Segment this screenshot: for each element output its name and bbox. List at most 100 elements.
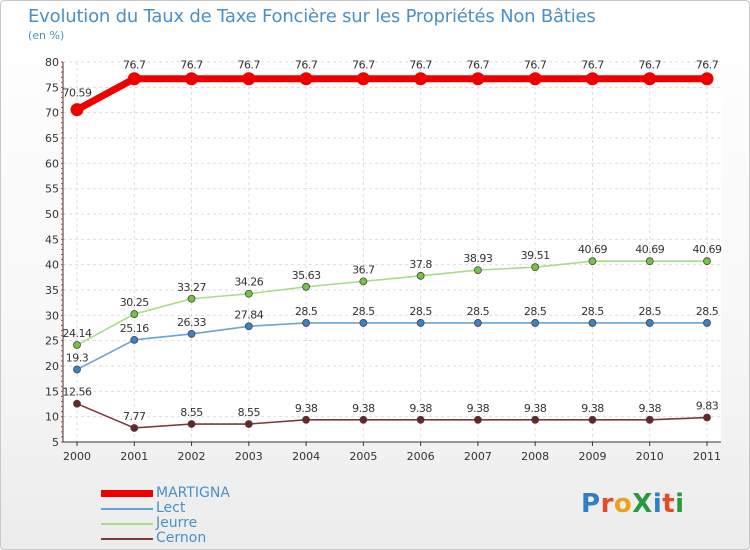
data-point	[130, 335, 139, 344]
legend-item: Cernon	[101, 531, 230, 546]
y-tick-label: 50	[45, 208, 59, 221]
data-label: 33.27	[177, 281, 206, 294]
data-point	[531, 415, 540, 424]
data-label: 76.7	[295, 59, 318, 72]
data-label: 28.5	[581, 305, 604, 318]
data-point	[299, 72, 313, 86]
data-point	[127, 72, 141, 86]
data-label: 9.38	[467, 402, 490, 415]
data-label: 8.55	[180, 406, 203, 419]
data-label: 12.56	[63, 386, 92, 399]
x-tick-label: 2009	[578, 450, 606, 463]
data-label: 28.5	[696, 305, 719, 318]
data-label: 25.16	[120, 322, 149, 335]
proxiti-logo: ProXiti	[581, 489, 685, 519]
data-point	[242, 72, 256, 86]
data-point	[244, 322, 253, 331]
data-label: 28.5	[638, 305, 661, 318]
data-point	[474, 319, 482, 327]
legend-label: MARTIGNA	[156, 485, 230, 501]
y-tick-label: 10	[45, 411, 59, 424]
data-label: 28.5	[295, 305, 318, 318]
data-point	[643, 72, 657, 86]
y-tick-label: 60	[45, 157, 59, 170]
data-label: 28.5	[524, 305, 547, 318]
y-tick-label: 20	[45, 360, 59, 373]
data-label: 9.38	[581, 402, 604, 415]
legend-label: Jeurre	[156, 515, 198, 531]
data-point	[73, 365, 81, 374]
data-label: 40.69	[578, 243, 607, 256]
data-label: 9.38	[352, 402, 375, 415]
y-tick-label: 15	[45, 385, 59, 398]
legend-swatch	[101, 537, 153, 540]
data-label: 35.63	[292, 269, 321, 282]
data-point	[700, 72, 714, 86]
data-point	[471, 72, 485, 86]
x-tick-label: 2007	[464, 450, 492, 463]
data-point	[474, 266, 482, 274]
data-point	[416, 319, 425, 327]
logo-letter: P	[581, 489, 601, 519]
data-label: 40.69	[693, 243, 722, 256]
series-line-cernon	[76, 402, 708, 429]
data-point	[588, 257, 597, 266]
x-tick-label: 2010	[636, 450, 664, 463]
data-label: 9.38	[409, 402, 432, 415]
data-label: 76.7	[638, 59, 661, 72]
logo-letter: i	[652, 489, 663, 519]
data-point	[588, 415, 597, 424]
x-tick-label: 2000	[63, 450, 91, 463]
data-point	[531, 319, 540, 327]
legend-item: MARTIGNA	[101, 486, 230, 501]
data-point	[244, 420, 253, 428]
series-line-lect	[76, 322, 708, 371]
data-point	[416, 271, 425, 280]
data-label: 28.5	[409, 305, 432, 318]
data-point	[474, 415, 482, 424]
x-tick-label: 2006	[407, 450, 435, 463]
data-point	[187, 330, 196, 338]
x-tick-label: 2011	[693, 450, 721, 463]
legend-swatch	[101, 507, 153, 510]
x-tick-label: 2003	[235, 450, 263, 463]
data-point	[302, 415, 310, 424]
y-tick-label: 70	[45, 107, 59, 120]
data-point	[130, 310, 139, 318]
data-point	[645, 415, 654, 424]
y-tick-label: 45	[45, 233, 59, 246]
x-tick-label: 2008	[521, 450, 549, 463]
chart-title: Evolution du Taux de Taxe Foncière sur l…	[28, 6, 596, 27]
data-point	[703, 319, 711, 327]
data-label: 76.7	[581, 59, 604, 72]
data-point	[528, 72, 542, 86]
x-tick-label: 2004	[292, 450, 320, 463]
data-label: 76.7	[352, 59, 375, 72]
legend-label: Lect	[156, 500, 186, 516]
data-point	[70, 103, 84, 117]
y-tick-label: 55	[45, 183, 59, 196]
data-label: 34.26	[234, 276, 263, 289]
data-point	[531, 263, 540, 272]
logo-letter: i	[675, 489, 685, 519]
data-point	[73, 341, 81, 349]
logo-letter: t	[662, 489, 676, 519]
data-label: 19.3	[66, 352, 89, 365]
data-label: 76.7	[409, 59, 432, 72]
logo-letter: o	[613, 489, 633, 519]
data-label: 8.55	[238, 406, 261, 419]
plot-area	[63, 62, 721, 442]
y-tick-label: 80	[45, 56, 59, 69]
y-tick-label: 75	[45, 81, 59, 94]
data-point	[588, 319, 597, 327]
data-label: 76.7	[238, 59, 261, 72]
y-tick-label: 30	[45, 309, 59, 322]
data-point	[414, 72, 428, 86]
data-point	[359, 277, 368, 286]
legend-swatch	[101, 522, 153, 525]
data-label: 9.38	[524, 402, 547, 415]
data-point	[416, 415, 425, 424]
legend-swatch	[101, 490, 153, 497]
data-point	[187, 420, 196, 428]
